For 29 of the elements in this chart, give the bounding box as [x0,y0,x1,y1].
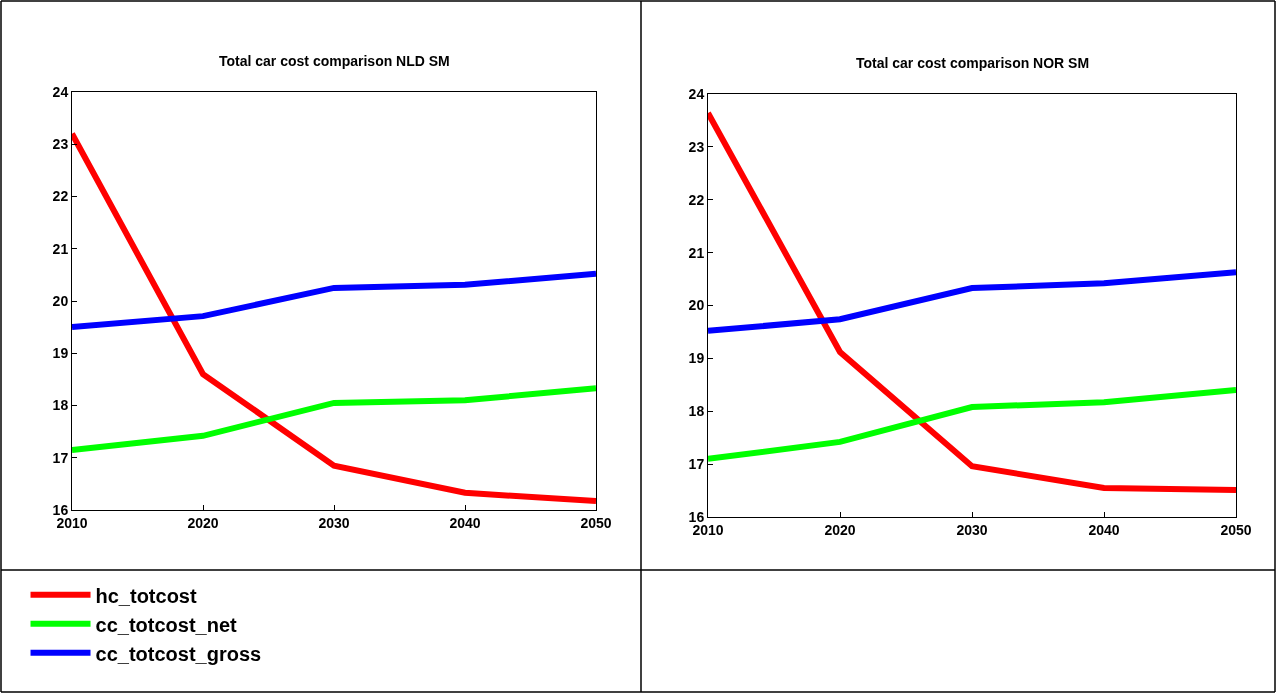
y-tick-label: 23 [52,136,69,153]
y-tick-label: 17 [688,456,705,473]
y-tick-label: 17 [52,449,69,466]
y-tick-label: 24 [688,85,705,102]
x-tick-label: 2040 [1088,521,1120,538]
y-tick-label: 22 [52,188,69,205]
y-tick-label: 21 [688,244,705,261]
y-tick-label: 23 [688,138,705,155]
y-tick-label: 18 [52,397,69,414]
x-tick-label: 2050 [580,514,612,531]
chart-title: Total car cost comparison NLD SM [219,53,450,69]
x-tick-label: 2040 [449,514,481,531]
y-tick-label: 22 [688,191,705,208]
legend-label: cc_totcost_net [95,613,238,636]
y-tick-label: 19 [52,345,69,362]
legend-label: cc_totcost_gross [95,642,262,665]
x-tick-label: 2050 [1220,521,1252,538]
x-tick-label: 2030 [956,521,988,538]
y-tick-label: 20 [688,297,705,314]
y-tick-label: 18 [688,403,705,420]
x-tick-label: 2020 [824,521,856,538]
y-tick-label: 19 [688,350,705,367]
x-tick-label: 2030 [318,514,350,531]
chart-title: Total car cost comparison NOR SM [856,55,1090,71]
legend-label: hc_totcost [95,584,197,607]
y-tick-label: 20 [52,292,69,309]
x-tick-label: 2020 [187,514,219,531]
y-tick-label: 21 [52,240,69,257]
y-tick-label: 24 [52,83,69,100]
